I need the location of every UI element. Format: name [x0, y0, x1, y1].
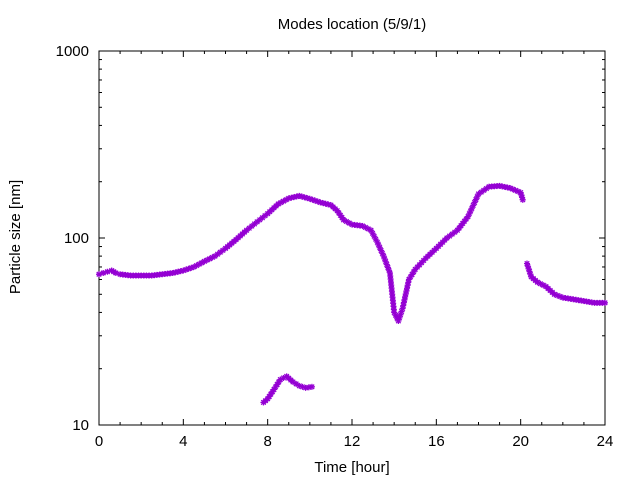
data-point [602, 299, 608, 306]
y-tick-label: 100 [64, 230, 89, 247]
x-tick-label: 0 [95, 433, 103, 450]
data-point [384, 264, 391, 271]
x-tick-label: 16 [428, 433, 445, 450]
y-axis-label: Particle size [nm] [7, 180, 24, 294]
x-tick-label: 4 [179, 433, 187, 450]
data-point [104, 268, 111, 275]
x-tick-label: 12 [344, 433, 361, 450]
x-tick-label: 20 [512, 433, 529, 450]
data-points [96, 182, 608, 406]
x-tick-label: 8 [263, 433, 271, 450]
axis-ticks: 0 4 8 12 16 20 24 10 100 1000 [56, 43, 614, 450]
x-tick-label: 24 [597, 433, 614, 450]
data-point [519, 196, 526, 203]
y-tick-label: 1000 [56, 43, 89, 60]
chart-title: Modes location (5/9/1) [278, 16, 426, 33]
plot-axes [98, 50, 606, 426]
plot-frame [98, 50, 606, 426]
data-point [308, 383, 315, 390]
y-tick-label: 10 [72, 417, 89, 434]
x-axis-label: Time [hour] [314, 459, 389, 476]
